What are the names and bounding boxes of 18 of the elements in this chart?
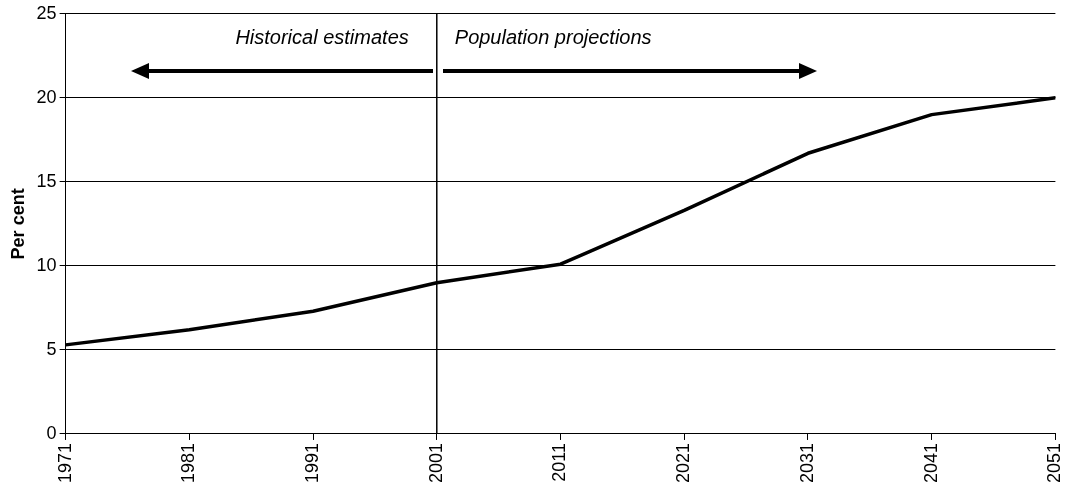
annotation: Historical estimates bbox=[235, 26, 409, 49]
x-tick-label: 2001 bbox=[425, 442, 446, 483]
x-tick-label: 2051 bbox=[1044, 442, 1065, 483]
x-tick-label: 1981 bbox=[178, 442, 199, 483]
y-tick-label: 10 bbox=[36, 254, 57, 275]
x-tick-label: 2021 bbox=[673, 442, 694, 483]
x-tick-label: 1971 bbox=[54, 442, 75, 483]
y-axis-title: Per cent bbox=[7, 188, 28, 260]
x-tick-label: 2011 bbox=[549, 442, 570, 482]
x-tick-label: 1991 bbox=[302, 442, 323, 483]
y-tick-label: 20 bbox=[36, 86, 57, 107]
x-tick-label: 2041 bbox=[920, 442, 941, 483]
y-tick-label: 25 bbox=[36, 2, 57, 23]
annotation: Population projections bbox=[454, 26, 652, 49]
y-tick-label: 5 bbox=[46, 338, 57, 359]
x-tick-label: 2031 bbox=[796, 442, 817, 483]
y-tick-label: 0 bbox=[46, 422, 57, 443]
y-tick-label: 15 bbox=[36, 170, 57, 191]
